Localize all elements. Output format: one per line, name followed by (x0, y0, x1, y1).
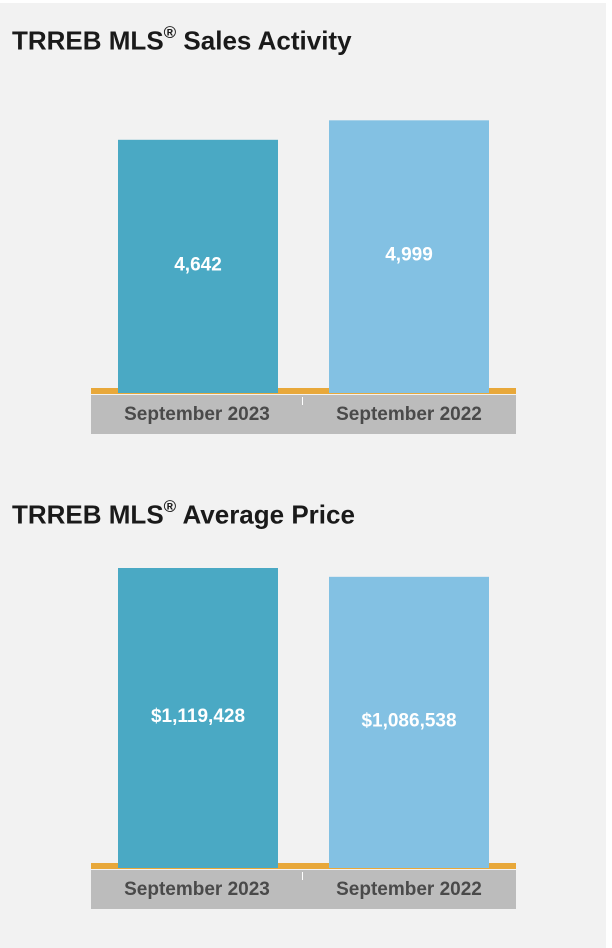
value-label-september-2022: 4,999 (385, 245, 433, 266)
category-band (91, 395, 516, 434)
bar-september-2022 (329, 120, 489, 393)
category-band (91, 870, 516, 909)
value-label-september-2023: 4,642 (174, 254, 222, 275)
category-label-september-2023: September 2023 (124, 879, 270, 900)
average-price-title: TRREB MLS® Average Price (12, 497, 355, 531)
report-panel: TRREB MLS® Sales Activity 4,642 September… (0, 3, 606, 948)
baseline (91, 863, 516, 869)
average-price-chart: $1,119,428 September 2023 $1,086,538 Septem… (91, 568, 516, 909)
average-price-title-suffix: Average Price (176, 499, 355, 530)
category-separator (302, 872, 303, 880)
sales-activity-chart: 4,642 September 2023 4,999 September 2022 (91, 120, 516, 434)
registered-mark: ® (163, 23, 177, 42)
sales-activity-title-main: TRREB MLS (12, 25, 164, 56)
category-label-september-2022: September 2022 (336, 404, 482, 425)
bar-september-2023 (118, 139, 278, 393)
average-price-title-main: TRREB MLS (12, 499, 164, 530)
value-label-september-2022: $1,086,538 (361, 710, 456, 731)
baseline (91, 388, 516, 394)
sales-activity-title: TRREB MLS® Sales Activity (12, 23, 352, 57)
sales-activity-title-suffix: Sales Activity (176, 25, 352, 56)
category-separator (302, 397, 303, 405)
category-label-september-2023: September 2023 (124, 404, 270, 425)
category-label-september-2022: September 2022 (336, 879, 482, 900)
value-label-september-2023: $1,119,428 (151, 706, 245, 727)
bar-september-2022 (329, 576, 489, 868)
registered-mark: ® (163, 497, 177, 516)
bar-september-2023 (118, 568, 278, 868)
